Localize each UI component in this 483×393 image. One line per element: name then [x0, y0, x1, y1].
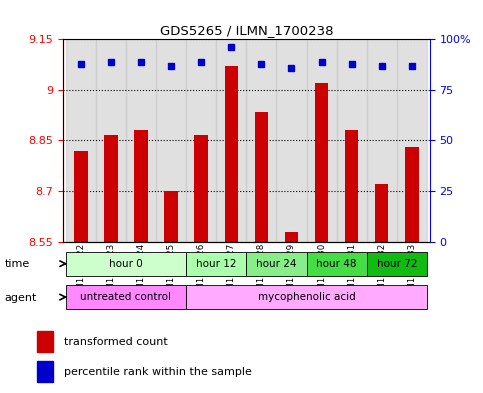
Bar [397, 39, 427, 242]
Bar [126, 39, 156, 242]
Bar [186, 39, 216, 242]
Bar [405, 147, 419, 242]
Text: percentile rank within the sample: percentile rank within the sample [64, 367, 252, 377]
FancyBboxPatch shape [66, 285, 186, 309]
FancyBboxPatch shape [307, 252, 367, 276]
FancyBboxPatch shape [186, 285, 427, 309]
Text: hour 12: hour 12 [196, 259, 237, 269]
Bar [225, 66, 238, 242]
Bar [375, 184, 388, 242]
Bar [307, 39, 337, 242]
Text: hour 0: hour 0 [109, 259, 143, 269]
Bar [104, 136, 118, 242]
Text: hour 48: hour 48 [316, 259, 357, 269]
Text: untreated control: untreated control [81, 292, 171, 302]
Bar [134, 130, 148, 242]
Bar [255, 112, 268, 242]
Bar [37, 361, 53, 382]
Bar [96, 39, 126, 242]
Bar [284, 231, 298, 242]
FancyBboxPatch shape [367, 252, 427, 276]
Bar [315, 83, 328, 242]
Bar [74, 151, 87, 242]
Bar [337, 39, 367, 242]
Text: transformed count: transformed count [64, 337, 168, 347]
Bar [66, 39, 96, 242]
Bar [367, 39, 397, 242]
Text: hour 24: hour 24 [256, 259, 297, 269]
FancyBboxPatch shape [66, 252, 186, 276]
FancyBboxPatch shape [246, 252, 307, 276]
Bar [164, 191, 178, 242]
Bar [276, 39, 307, 242]
Text: time: time [5, 259, 30, 269]
Text: hour 72: hour 72 [377, 259, 417, 269]
Text: agent: agent [5, 292, 37, 303]
Bar [216, 39, 246, 242]
Bar [195, 136, 208, 242]
Title: GDS5265 / ILMN_1700238: GDS5265 / ILMN_1700238 [159, 24, 333, 37]
Bar [37, 331, 53, 352]
FancyBboxPatch shape [186, 252, 246, 276]
Bar [345, 130, 358, 242]
Bar [246, 39, 276, 242]
Bar [156, 39, 186, 242]
Text: mycophenolic acid: mycophenolic acid [257, 292, 355, 302]
